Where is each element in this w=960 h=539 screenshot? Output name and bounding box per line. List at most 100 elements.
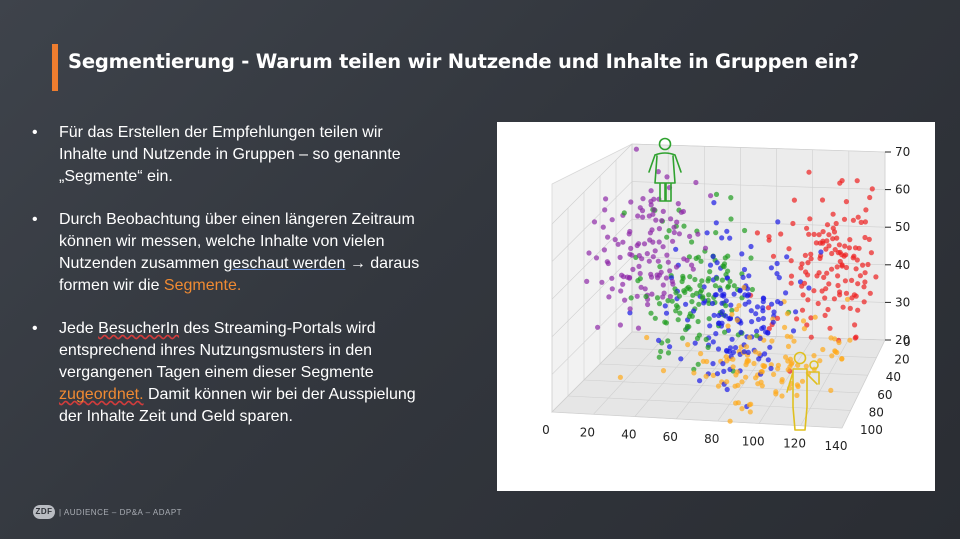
grid-line [551, 143, 633, 225]
data-point [854, 178, 860, 184]
data-point [653, 217, 659, 223]
data-point [862, 270, 868, 276]
data-point [774, 315, 781, 321]
data-point [765, 305, 772, 311]
data-point [828, 387, 834, 393]
data-point [706, 316, 712, 322]
data-point [727, 278, 733, 284]
data-point [719, 309, 725, 315]
data-point [679, 335, 686, 341]
data-point [727, 418, 733, 424]
data-point [829, 266, 835, 272]
data-point [785, 367, 791, 373]
data-point [656, 226, 662, 232]
data-point [685, 342, 691, 348]
data-point [815, 300, 821, 307]
data-point [640, 196, 646, 202]
data-point [612, 237, 618, 243]
data-point [806, 231, 812, 237]
data-point [691, 308, 697, 314]
data-point [660, 294, 666, 300]
data-point [714, 371, 721, 377]
data-point [707, 262, 714, 268]
data-point [697, 289, 703, 295]
data-point [722, 255, 728, 261]
data-point [660, 368, 667, 374]
data-point [866, 236, 872, 242]
data-point [739, 406, 745, 412]
data-point [668, 216, 674, 222]
data-point [783, 354, 789, 360]
data-point [743, 362, 749, 368]
data-point [799, 378, 806, 384]
data-point [811, 231, 817, 237]
data-point [768, 265, 774, 271]
x-tick-label: 80 [704, 432, 719, 446]
data-point [826, 243, 832, 249]
spellcheck-word: BesucherIn [98, 320, 180, 337]
data-point [820, 238, 826, 244]
data-point [767, 344, 773, 350]
data-point [734, 317, 740, 323]
data-point [858, 219, 864, 225]
data-point [655, 275, 661, 281]
data-point [863, 207, 869, 213]
data-point [747, 334, 753, 340]
data-point [716, 312, 722, 319]
data-point [609, 275, 615, 281]
data-point [693, 179, 699, 186]
bullet-text: → daraus formen wir die [59, 255, 420, 294]
data-point [684, 286, 690, 292]
data-point [811, 353, 817, 359]
data-point [766, 326, 772, 332]
data-point [724, 228, 730, 234]
data-point [729, 311, 735, 317]
data-point [689, 299, 695, 305]
data-point [646, 258, 652, 264]
data-point [816, 232, 822, 238]
data-point [844, 296, 851, 302]
data-point [747, 409, 753, 415]
data-point [617, 374, 623, 380]
data-point [717, 287, 723, 293]
data-point [695, 361, 701, 367]
data-point [823, 246, 829, 252]
y-tick-label: 100 [860, 423, 883, 437]
x-tick-label: 120 [783, 437, 806, 451]
data-point [637, 276, 643, 282]
data-point [819, 197, 826, 203]
data-point [739, 379, 745, 385]
data-point [604, 259, 610, 265]
data-point [648, 310, 654, 316]
data-point [674, 219, 680, 225]
data-point [826, 281, 832, 287]
data-point [803, 363, 809, 369]
data-point [737, 287, 743, 293]
grid-line [551, 256, 633, 338]
data-point [769, 338, 775, 344]
slide-title: Segmentierung - Warum teilen wir Nutzend… [68, 50, 860, 73]
data-point [584, 278, 590, 284]
data-point [711, 200, 717, 206]
data-point [850, 255, 856, 261]
data-point [644, 251, 650, 257]
data-point [824, 270, 830, 276]
data-point [799, 261, 805, 267]
data-point [816, 270, 822, 276]
zdf-logo: ZDF [33, 505, 55, 519]
data-point [791, 197, 797, 203]
data-point [819, 288, 825, 294]
data-point [690, 266, 696, 272]
data-point [696, 332, 702, 338]
x-tick-label: 40 [621, 428, 636, 442]
data-point [847, 305, 853, 311]
data-point [663, 275, 669, 281]
data-point [635, 213, 641, 219]
z-tick-label: 60 [895, 183, 910, 197]
data-point [635, 325, 642, 331]
data-point [615, 241, 621, 247]
grid-line [551, 294, 633, 375]
data-point [655, 258, 661, 264]
data-point [748, 308, 754, 314]
data-point [758, 379, 764, 385]
